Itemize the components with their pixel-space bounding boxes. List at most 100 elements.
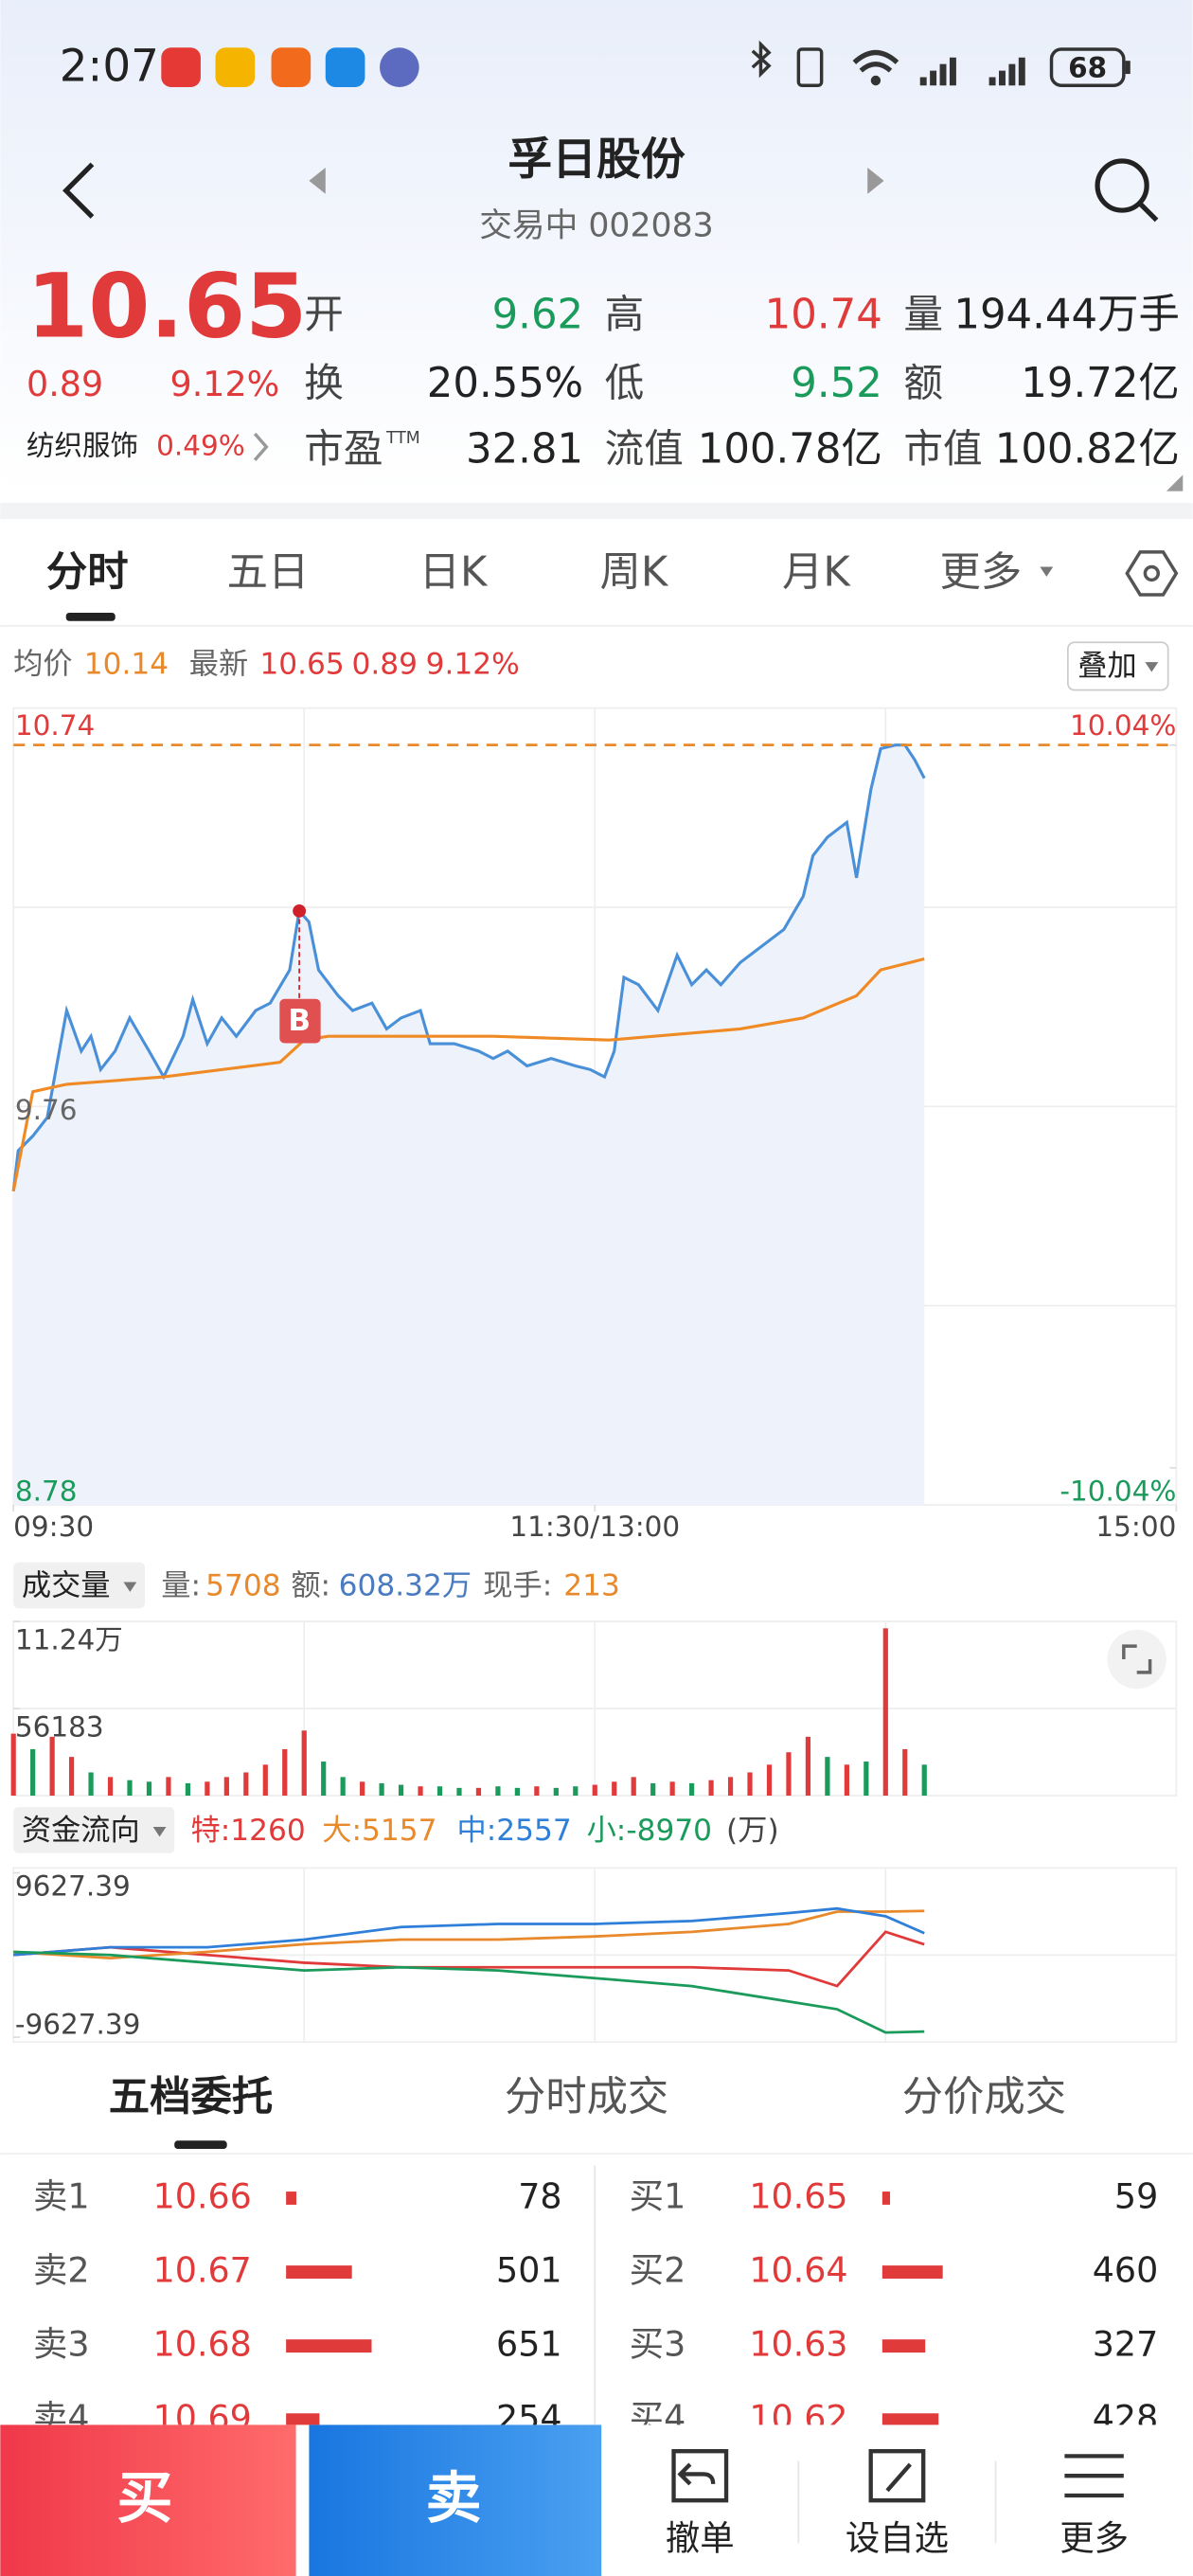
volume-bar	[475, 1787, 482, 1797]
stat-label: 额	[903, 360, 943, 406]
buy-label[interactable]: 买	[116, 2465, 172, 2531]
volume-bar	[88, 1772, 94, 1797]
volume-bar	[282, 1748, 288, 1797]
latest-change-pct: 9.12%	[426, 648, 520, 682]
amt-label: 额:	[291, 1569, 330, 1603]
volume-bar	[612, 1781, 617, 1797]
fund-flow-line	[13, 1909, 925, 1959]
book-level: 卖3	[33, 2324, 90, 2365]
overlay-button[interactable]	[1066, 641, 1169, 691]
book-level: 卖1	[33, 2176, 90, 2217]
y-tick-label: 11.24万	[15, 1623, 123, 1655]
avg-value: 10.14	[84, 648, 169, 682]
y-tick-label: 56183	[15, 1710, 104, 1743]
volume-bar	[708, 1780, 714, 1797]
action-label[interactable]: 更多	[1059, 2517, 1129, 2558]
volume-bar	[921, 1764, 927, 1797]
volume-bar	[592, 1784, 597, 1797]
active-tab-indicator	[174, 2140, 227, 2149]
stat-value: 9.52	[791, 360, 882, 407]
volume-selector[interactable]	[13, 1562, 145, 1609]
sell-label[interactable]: 卖	[426, 2465, 482, 2531]
book-volume-bar	[286, 2339, 372, 2353]
fund-flow-line	[13, 1906, 925, 1957]
legend-label: 中:2557	[457, 1814, 572, 1848]
settings-button[interactable]	[1125, 550, 1179, 597]
book-price: 10.66	[153, 2176, 252, 2217]
chart-tab[interactable]: 五日	[227, 549, 310, 597]
volume-bar	[185, 1782, 191, 1797]
stat-label: 流值	[605, 425, 684, 472]
x-tick-label: 09:30	[13, 1511, 94, 1543]
search-button[interactable]	[1095, 158, 1159, 223]
volume-bar	[262, 1764, 268, 1797]
volume-bar	[243, 1772, 249, 1797]
book-price: 10.65	[749, 2176, 847, 2217]
volume-bar	[631, 1777, 636, 1797]
book-tab[interactable]: 分时成交	[505, 2073, 668, 2120]
chart-tab[interactable]: 分时	[46, 549, 129, 597]
more-icon	[1064, 2454, 1124, 2498]
amt-value: 608.32万	[339, 1569, 472, 1603]
book-volume-bar	[881, 2191, 891, 2205]
volume-bar	[786, 1752, 792, 1797]
cancel-icon	[671, 2448, 729, 2503]
status-time: 2:07	[60, 41, 159, 92]
stat-value: 10.74	[765, 291, 882, 338]
volume-bar	[766, 1764, 773, 1797]
book-tab[interactable]: 分价成交	[902, 2073, 1066, 2120]
volume-bar	[689, 1782, 695, 1797]
chart-tab[interactable]: 周K	[599, 549, 668, 597]
volume-bar	[805, 1736, 811, 1797]
volume-bar	[360, 1781, 365, 1797]
volume-bar	[825, 1757, 830, 1797]
volume-bar	[321, 1762, 327, 1797]
volume-bar	[340, 1777, 346, 1797]
stat-value: 32.81	[466, 426, 583, 474]
volume-bar	[107, 1777, 114, 1797]
stat-value: 194.44万手	[953, 291, 1179, 338]
chart-tab[interactable]: 月K	[782, 549, 851, 597]
prev-stock[interactable]	[309, 167, 326, 194]
buy-button[interactable]	[0, 2424, 296, 2576]
book-volume: 460	[1093, 2250, 1159, 2291]
next-stock[interactable]	[867, 167, 884, 194]
book-volume: 78	[518, 2176, 561, 2217]
price-area	[13, 744, 925, 1505]
fund-flow-selector[interactable]	[13, 1807, 175, 1853]
sell-button[interactable]	[309, 2424, 602, 2576]
back-button[interactable]	[62, 162, 95, 219]
sector-name[interactable]: 纺织服饰	[27, 429, 138, 461]
book-price: 10.63	[749, 2324, 847, 2365]
action-label[interactable]: 设自选	[846, 2517, 949, 2558]
volume-bar	[379, 1782, 384, 1797]
volume-bar	[844, 1764, 849, 1797]
book-volume: 327	[1093, 2324, 1159, 2365]
volume-bar	[727, 1777, 734, 1797]
sector-change: 0.49%	[156, 429, 245, 461]
watch-icon	[868, 2448, 926, 2503]
stat-label: 量	[903, 291, 943, 337]
chart-tab[interactable]: 日K	[419, 549, 489, 597]
volume-bar	[864, 1762, 869, 1797]
volume-bar	[456, 1787, 462, 1797]
volume-bar	[30, 1748, 36, 1797]
book-price: 10.64	[749, 2250, 847, 2291]
book-volume: 501	[496, 2250, 561, 2291]
book-volume: 59	[1114, 2176, 1158, 2217]
volume-bar	[68, 1757, 75, 1797]
action-label[interactable]: 撤单	[666, 2517, 735, 2558]
book-volume-bar	[286, 2413, 320, 2427]
status-icons	[161, 40, 1131, 87]
volume-bar	[436, 1786, 443, 1797]
stat-value: 19.72亿	[1021, 360, 1180, 407]
expand-button[interactable]	[1107, 1629, 1166, 1690]
book-volume-bar	[881, 2413, 939, 2427]
chart-tab[interactable]: 更多	[940, 549, 1023, 597]
book-price: 10.68	[153, 2324, 252, 2365]
x-tick-label: 11:30/13:00	[509, 1511, 680, 1543]
volume-bar	[166, 1777, 171, 1797]
dropdown-arrow	[1145, 662, 1159, 672]
book-tab[interactable]: 五档委托	[109, 2073, 273, 2120]
